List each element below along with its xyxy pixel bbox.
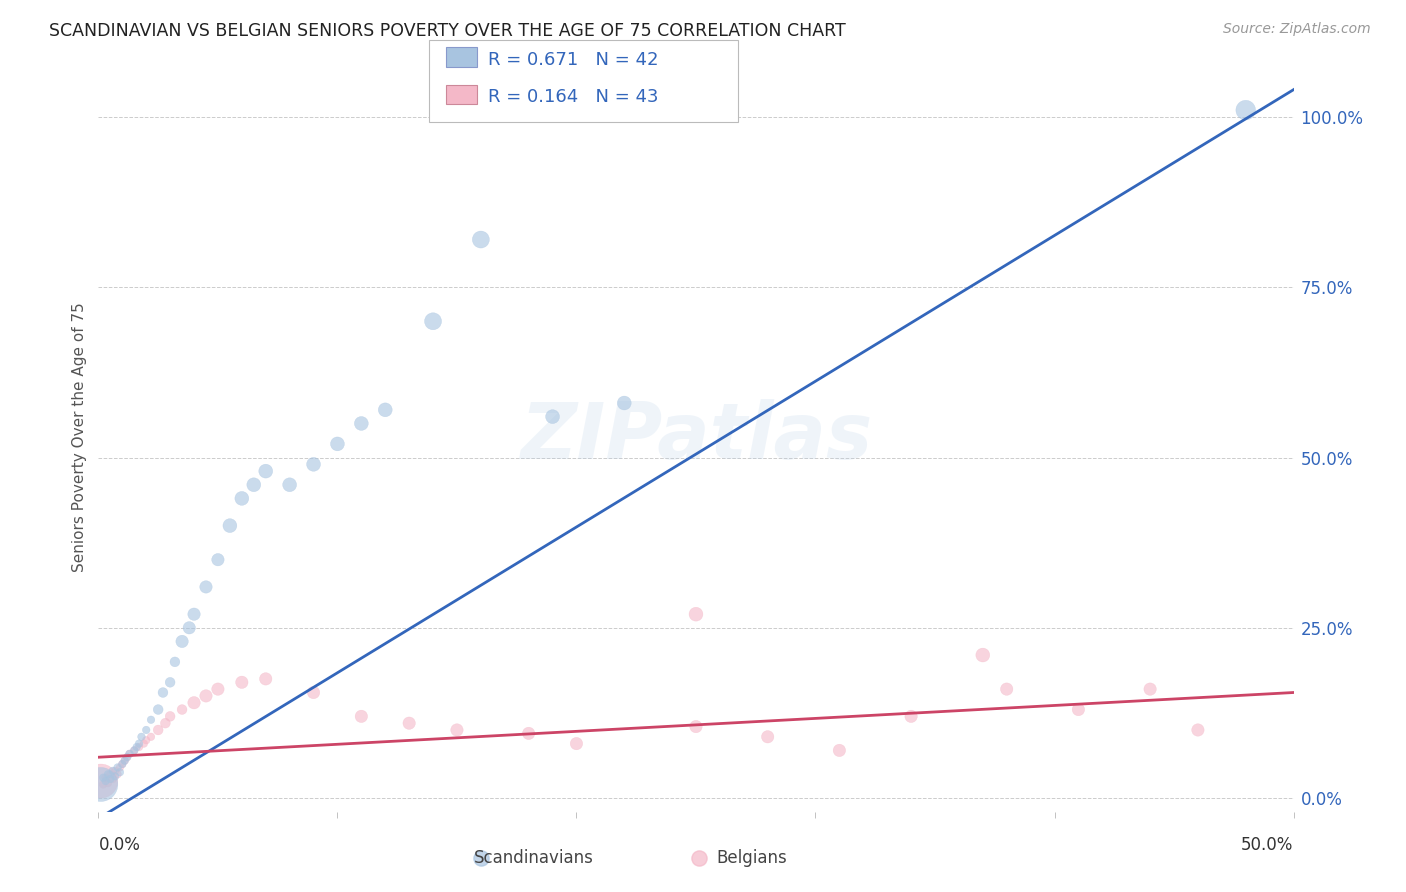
Point (128, 739, 150, 754)
Point (125, 739, 148, 754)
Point (828, 743, 851, 757)
Point (107, 760, 129, 774)
Point (231, 491, 253, 506)
Text: Source: ZipAtlas.com: Source: ZipAtlas.com (1223, 22, 1371, 37)
Point (91, 777, 114, 791)
Point (115, 750, 138, 764)
Point (114, 754, 136, 768)
Text: Scandinavians: Scandinavians (474, 849, 595, 867)
Text: 0.0%: 0.0% (98, 836, 141, 854)
Point (1234, 103, 1257, 117)
Text: 50.0%: 50.0% (1241, 836, 1294, 854)
Point (118, 747, 141, 761)
Point (97, 776, 120, 790)
Point (114, 754, 136, 768)
Point (111, 757, 134, 772)
Point (172, 702, 194, 716)
Point (207, 682, 229, 697)
Point (195, 580, 218, 594)
Text: R = 0.164   N = 43: R = 0.164 N = 43 (488, 88, 658, 106)
Point (422, 314, 444, 328)
Point (98, 772, 122, 786)
Point (148, 702, 170, 716)
Point (152, 685, 174, 699)
Point (139, 713, 162, 727)
Point (254, 672, 277, 686)
Point (688, 851, 710, 865)
Point (124, 743, 146, 757)
Point (90, 774, 112, 789)
Text: ZIPatlas: ZIPatlas (520, 399, 872, 475)
Point (254, 464, 277, 478)
Point (195, 689, 218, 703)
Point (159, 709, 181, 723)
Point (132, 737, 155, 751)
Point (446, 723, 468, 737)
Point (135, 723, 157, 737)
Point (183, 696, 205, 710)
Point (98, 767, 122, 781)
Point (685, 607, 707, 622)
Point (326, 437, 349, 451)
Point (243, 477, 266, 491)
Point (972, 648, 994, 662)
Point (163, 655, 186, 669)
Point (148, 723, 170, 737)
Point (374, 402, 396, 417)
Point (159, 675, 181, 690)
Point (111, 757, 134, 772)
Point (470, 233, 492, 247)
Point (278, 477, 301, 491)
Text: Belgians: Belgians (717, 849, 787, 867)
Point (172, 634, 194, 648)
Point (90, 777, 112, 791)
Point (350, 417, 373, 431)
Point (91, 771, 114, 785)
Point (470, 851, 492, 865)
Point (685, 720, 707, 734)
Point (179, 621, 201, 635)
Point (94, 774, 117, 789)
Point (97, 767, 120, 781)
Point (94, 771, 117, 785)
Point (1187, 723, 1209, 737)
Point (155, 716, 177, 731)
Point (219, 518, 242, 533)
Point (231, 675, 253, 690)
Point (756, 730, 779, 744)
Point (565, 737, 588, 751)
Point (108, 760, 131, 774)
Y-axis label: Seniors Poverty Over the Age of 75: Seniors Poverty Over the Age of 75 (72, 302, 87, 572)
Point (1139, 682, 1161, 697)
Point (541, 409, 564, 424)
Point (107, 767, 129, 781)
Point (101, 772, 124, 786)
Point (131, 730, 153, 744)
Point (139, 730, 162, 744)
Point (104, 764, 127, 778)
Point (302, 458, 325, 472)
Point (104, 769, 127, 783)
Point (101, 764, 124, 778)
Point (350, 709, 373, 723)
Point (1067, 702, 1090, 716)
Point (115, 750, 138, 764)
Point (108, 765, 131, 780)
Point (135, 733, 157, 747)
Point (183, 607, 205, 622)
Point (302, 685, 325, 699)
Point (118, 747, 141, 761)
Point (900, 709, 922, 723)
Point (128, 737, 150, 751)
Point (398, 716, 420, 731)
Point (207, 552, 229, 566)
Text: SCANDINAVIAN VS BELGIAN SENIORS POVERTY OVER THE AGE OF 75 CORRELATION CHART: SCANDINAVIAN VS BELGIAN SENIORS POVERTY … (49, 22, 846, 40)
Point (995, 682, 1018, 697)
Point (613, 396, 636, 410)
Point (517, 726, 540, 740)
Text: R = 0.671   N = 42: R = 0.671 N = 42 (488, 51, 658, 69)
Point (124, 743, 146, 757)
